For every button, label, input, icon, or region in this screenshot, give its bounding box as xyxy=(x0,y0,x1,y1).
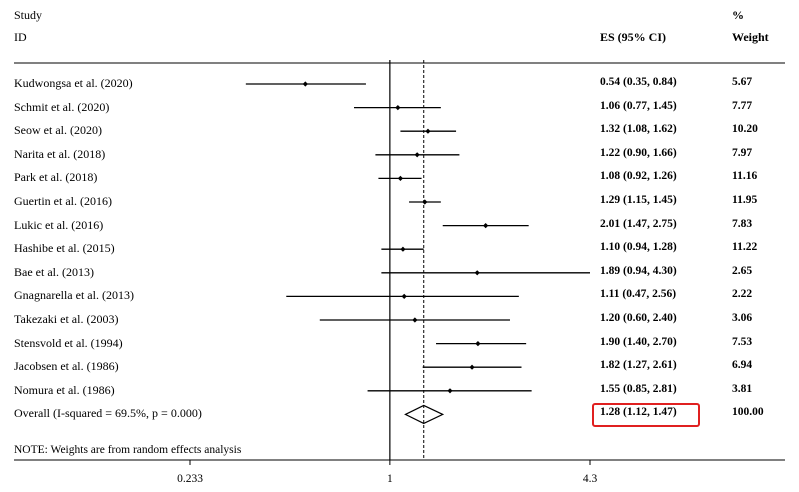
study-label: Gnagnarella et al. (2013) xyxy=(14,288,134,303)
point-estimate xyxy=(422,199,428,205)
study-es-ci: 1.29 (1.15, 1.45) xyxy=(600,194,677,206)
study-label: Bae et al. (2013) xyxy=(14,264,94,279)
point-estimate xyxy=(447,388,453,394)
study-label: Park et al. (2018) xyxy=(14,170,98,185)
header-id: ID xyxy=(14,30,27,44)
overall-highlight-box xyxy=(592,403,700,427)
study-weight: 3.81 xyxy=(732,382,753,395)
study-label: Stensvold et al. (1994) xyxy=(14,335,123,350)
x-tick-label: 4.3 xyxy=(582,473,598,485)
overall-es-ci: 1.28 (1.12, 1.47) xyxy=(600,406,677,419)
study-weight: 5.67 xyxy=(732,76,753,88)
study-weight: 2.22 xyxy=(732,288,753,301)
study-label: Kudwongsa et al. (2020) xyxy=(14,76,133,90)
study-label: Schmit et al. (2020) xyxy=(14,99,110,114)
study-label: Guertin et al. (2016) xyxy=(14,194,112,208)
study-es-ci: 1.20 (0.60, 2.40) xyxy=(600,312,677,324)
overall-diamond xyxy=(404,404,445,425)
study-label: Takezaki et al. (2003) xyxy=(14,312,119,326)
study-es-ci: 1.22 (0.90, 1.66) xyxy=(600,146,677,159)
point-estimate xyxy=(414,152,420,158)
study-es-ci: 1.11 (0.47, 2.56) xyxy=(600,288,677,301)
study-label: Hashibe et al. (2015) xyxy=(14,241,115,256)
study-label: Jacobsen et al. (1986) xyxy=(14,359,119,374)
point-estimate xyxy=(475,341,481,347)
overall-weight: 100.00 xyxy=(732,406,764,419)
point-estimate xyxy=(425,128,431,134)
study-label: Seow et al. (2020) xyxy=(14,123,102,138)
point-estimate xyxy=(395,105,401,111)
header-es-ci: ES (95% CI) xyxy=(600,30,667,44)
x-tick-label: 1 xyxy=(386,473,393,485)
study-weight: 2.65 xyxy=(732,264,753,277)
point-estimate xyxy=(401,293,407,299)
study-es-ci: 0.54 (0.35, 0.84) xyxy=(600,76,677,88)
point-estimate xyxy=(483,223,489,229)
x-tick-label: 0.233 xyxy=(177,473,203,485)
study-label: Narita et al. (2018) xyxy=(14,146,106,161)
header-weight: Weight xyxy=(732,30,769,44)
point-estimate xyxy=(412,317,418,323)
study-es-ci: 1.32 (1.08, 1.62) xyxy=(600,123,677,136)
study-es-ci: 1.06 (0.77, 1.45) xyxy=(600,99,677,112)
study-label: Lukic et al. (2016) xyxy=(14,217,104,232)
study-weight: 10.20 xyxy=(732,123,758,136)
study-weight: 11.22 xyxy=(732,241,758,254)
study-weight: 11.16 xyxy=(732,170,758,183)
point-estimate xyxy=(302,81,308,87)
point-estimate xyxy=(397,175,404,181)
header-study: Study xyxy=(14,8,43,22)
study-es-ci: 1.82 (1.27, 2.61) xyxy=(600,359,677,372)
study-weight: 11.95 xyxy=(732,194,758,206)
study-es-ci: 1.55 (0.85, 2.81) xyxy=(600,382,677,395)
study-es-ci: 1.90 (1.40, 2.70) xyxy=(600,335,677,348)
study-es-ci: 1.08 (0.92, 1.26) xyxy=(600,170,677,183)
study-es-ci: 1.89 (0.94, 4.30) xyxy=(600,264,677,277)
study-es-ci: 1.10 (0.94, 1.28) xyxy=(600,241,677,254)
study-label: Nomura et al. (1986) xyxy=(14,382,115,397)
study-weight: 7.97 xyxy=(732,146,753,159)
weights-note: NOTE: Weights are from random effects an… xyxy=(14,444,242,456)
study-es-ci: 2.01 (1.47, 2.75) xyxy=(600,217,677,230)
study-weight: 3.06 xyxy=(732,312,753,324)
study-weight: 7.83 xyxy=(732,217,753,230)
header-percent: % xyxy=(732,8,744,22)
study-weight: 6.94 xyxy=(732,359,753,372)
overall-label: Overall (I-squared = 69.5%, p = 0.000) xyxy=(14,406,202,421)
study-weight: 7.77 xyxy=(732,99,753,112)
point-estimate xyxy=(474,270,480,276)
study-weight: 7.53 xyxy=(732,335,753,348)
point-estimate xyxy=(400,246,406,252)
point-estimate xyxy=(469,364,475,370)
